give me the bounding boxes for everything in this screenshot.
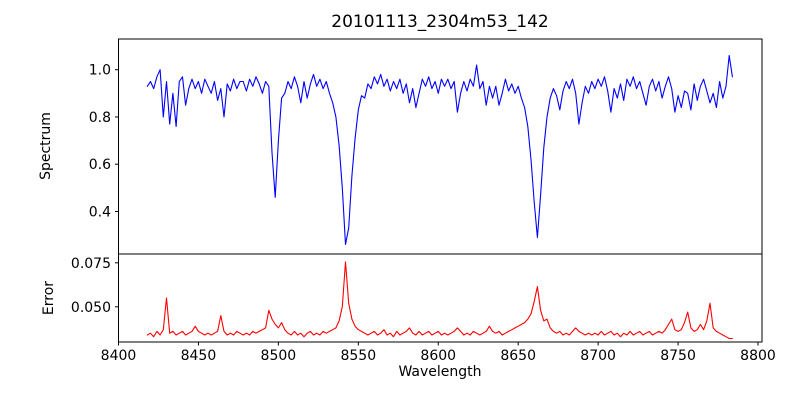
error-y-tick-label: 0.050 bbox=[71, 300, 111, 316]
plot-title: 20101113_2304m53_142 bbox=[331, 12, 549, 32]
x-axis-label: Wavelength bbox=[398, 364, 482, 380]
spectrum-y-tick-label: 0.6 bbox=[89, 157, 111, 173]
x-tick-label: 8450 bbox=[181, 348, 217, 364]
error-line bbox=[146, 261, 733, 340]
spectrum-y-tick-label: 0.4 bbox=[89, 204, 111, 220]
spectrum-y-tick-label: 1.0 bbox=[89, 63, 111, 79]
x-tick-label: 8650 bbox=[500, 348, 536, 364]
spectrum-line bbox=[146, 54, 733, 246]
x-tick-label: 8700 bbox=[580, 348, 616, 364]
x-tick-label: 8550 bbox=[340, 348, 376, 364]
error-axes-frame bbox=[118, 253, 763, 343]
x-tick-label: 8500 bbox=[261, 348, 297, 364]
x-tick-label: 8750 bbox=[660, 348, 696, 364]
x-tick-label: 8400 bbox=[101, 348, 137, 364]
x-tick-label: 8600 bbox=[420, 348, 456, 364]
spectrum-y-tick-label: 0.8 bbox=[89, 110, 111, 126]
spectrum-axes-frame bbox=[118, 38, 763, 255]
x-tick-label: 8800 bbox=[740, 348, 776, 364]
error-y-tick-label: 0.075 bbox=[71, 256, 111, 272]
